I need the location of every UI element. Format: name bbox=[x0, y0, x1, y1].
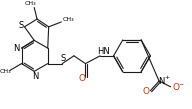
Text: S: S bbox=[61, 54, 66, 63]
Text: O: O bbox=[172, 83, 179, 92]
Text: O: O bbox=[78, 74, 85, 83]
Text: N: N bbox=[14, 44, 20, 53]
Text: HN: HN bbox=[98, 48, 110, 56]
Text: CH₃: CH₃ bbox=[25, 1, 36, 6]
Text: +: + bbox=[164, 75, 170, 80]
Text: N: N bbox=[32, 72, 38, 81]
Text: S: S bbox=[19, 21, 24, 30]
Text: O: O bbox=[143, 87, 150, 96]
Text: N: N bbox=[158, 77, 164, 86]
Text: −: − bbox=[179, 81, 184, 86]
Text: CH₃: CH₃ bbox=[0, 69, 11, 74]
Text: CH₃: CH₃ bbox=[62, 17, 74, 22]
